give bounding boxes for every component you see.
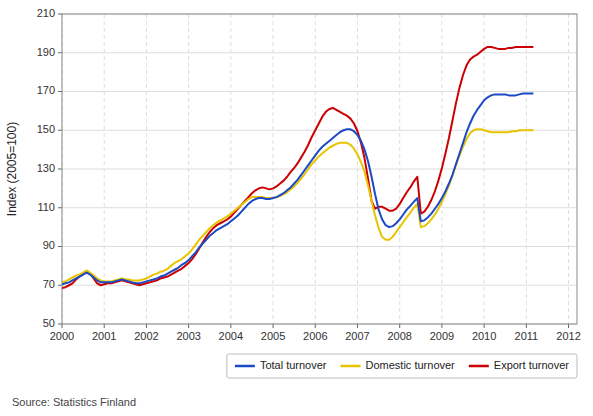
x-tick-label: 2005 bbox=[261, 330, 285, 342]
legend-label: Total turnover bbox=[260, 359, 327, 371]
x-tick bbox=[526, 324, 527, 328]
x-grid-line bbox=[484, 14, 485, 324]
x-grid-line bbox=[230, 14, 231, 324]
y-tick bbox=[58, 169, 62, 170]
x-tick bbox=[484, 324, 485, 328]
x-tick-label: 2007 bbox=[345, 330, 369, 342]
x-tick-label: 2011 bbox=[515, 330, 539, 342]
x-tick-label: 2001 bbox=[92, 330, 116, 342]
x-tick bbox=[568, 324, 569, 328]
y-tick-label: 110 bbox=[37, 201, 55, 213]
y-tick bbox=[58, 14, 62, 15]
y-axis-label: Index (2005=100) bbox=[5, 122, 19, 216]
x-grid-line bbox=[526, 14, 527, 324]
legend-swatch bbox=[469, 365, 489, 368]
y-grid-line bbox=[62, 207, 577, 208]
x-grid-line bbox=[315, 14, 316, 324]
x-tick-label: 2010 bbox=[472, 330, 496, 342]
x-grid-line bbox=[399, 14, 400, 324]
source-note: Source: Statistics Finland bbox=[12, 396, 136, 408]
chart-container: 50 70 90 110 130 150 170 190 210 2000 2001 2002 2003… bbox=[0, 0, 593, 416]
y-tick bbox=[58, 207, 62, 208]
x-tick-label: 2004 bbox=[219, 330, 243, 342]
y-tick-label: 150 bbox=[37, 123, 55, 135]
y-tick-label: 70 bbox=[43, 278, 55, 290]
y-tick bbox=[58, 246, 62, 247]
x-tick bbox=[357, 324, 358, 328]
y-grid-line bbox=[62, 52, 577, 53]
legend-label: Domestic turnover bbox=[366, 359, 456, 371]
x-tick-label: 2008 bbox=[387, 330, 411, 342]
x-tick bbox=[441, 324, 442, 328]
y-tick bbox=[58, 52, 62, 53]
chart-svg: 50 70 90 110 130 150 170 190 210 2000 2001 2002 2003… bbox=[0, 0, 593, 416]
x-grid-line bbox=[273, 14, 274, 324]
legend-frame bbox=[227, 354, 577, 378]
x-tick-label: 2003 bbox=[176, 330, 200, 342]
y-grid-line bbox=[62, 91, 577, 92]
y-grid-line bbox=[62, 130, 577, 131]
y-tick-label: 50 bbox=[43, 317, 55, 329]
legend-swatch bbox=[235, 365, 255, 368]
x-tick bbox=[104, 324, 105, 328]
y-tick-label: 130 bbox=[37, 162, 55, 174]
x-tick bbox=[315, 324, 316, 328]
x-tick bbox=[399, 324, 400, 328]
x-tick-label: 2000 bbox=[50, 330, 74, 342]
plot-frame bbox=[62, 14, 577, 324]
series-line bbox=[62, 129, 533, 282]
y-tick bbox=[58, 285, 62, 286]
x-tick bbox=[62, 324, 63, 328]
y-tick-label: 170 bbox=[37, 84, 55, 96]
legend: Total turnover Domestic turnover Export tu… bbox=[227, 354, 577, 378]
y-tick-label: 90 bbox=[43, 239, 55, 251]
x-grid-line bbox=[357, 14, 358, 324]
legend-swatch bbox=[341, 365, 361, 368]
y-tick-label: 190 bbox=[37, 46, 55, 58]
y-tick-label: 210 bbox=[37, 7, 55, 19]
y-tick bbox=[58, 324, 62, 325]
x-tick-label: 2012 bbox=[556, 330, 580, 342]
y-grid-line bbox=[62, 169, 577, 170]
x-grid-line bbox=[104, 14, 105, 324]
x-tick bbox=[230, 324, 231, 328]
y-tick bbox=[58, 91, 62, 92]
grid bbox=[62, 14, 577, 324]
x-tick bbox=[188, 324, 189, 328]
x-tick bbox=[273, 324, 274, 328]
lines bbox=[62, 47, 533, 288]
x-grid-line bbox=[188, 14, 189, 324]
x-tick-label: 2009 bbox=[430, 330, 454, 342]
series-line bbox=[62, 47, 533, 288]
x-grid-line bbox=[568, 14, 569, 324]
axes: 50 70 90 110 130 150 170 190 210 2000 2001 2002 2003… bbox=[37, 7, 581, 342]
legend-label: Export turnover bbox=[494, 359, 570, 371]
x-tick-label: 2006 bbox=[303, 330, 327, 342]
y-tick bbox=[58, 130, 62, 131]
y-grid-line bbox=[62, 246, 577, 247]
x-tick-label: 2002 bbox=[134, 330, 158, 342]
series-line bbox=[62, 93, 533, 284]
x-tick bbox=[146, 324, 147, 328]
